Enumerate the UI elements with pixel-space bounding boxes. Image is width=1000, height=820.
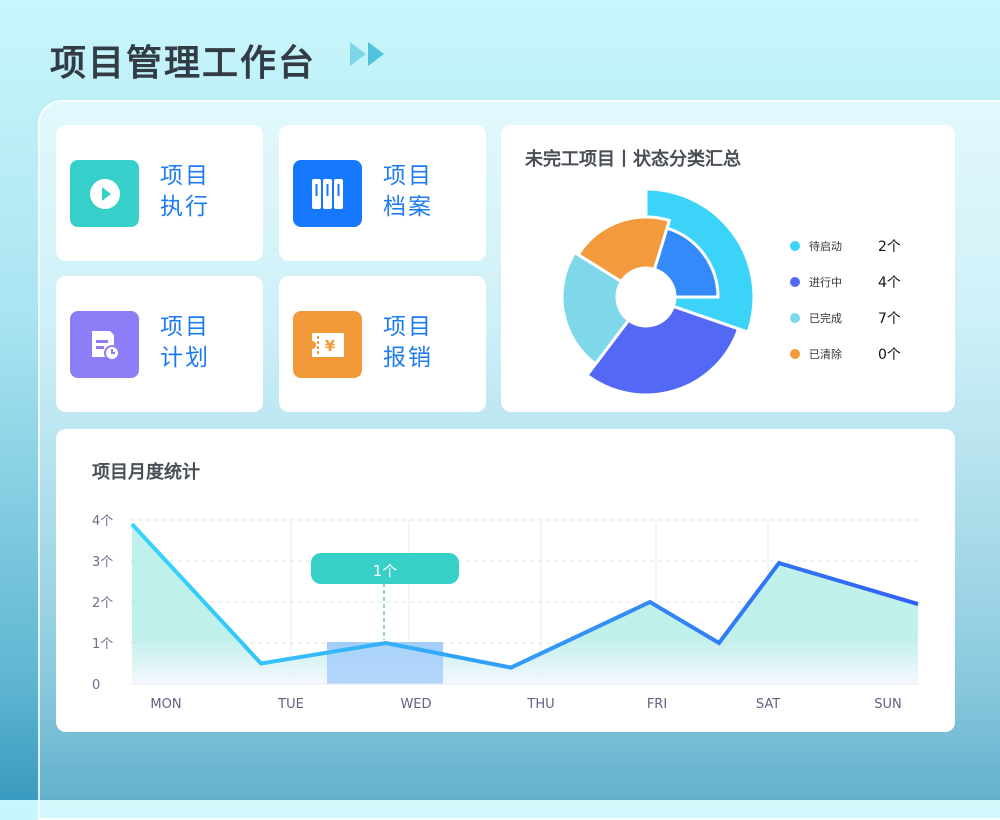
plan-document-icon — [70, 311, 139, 378]
legend-dot — [790, 241, 800, 251]
x-tick-label: SAT — [756, 697, 780, 712]
rose-pie-chart — [560, 187, 756, 397]
data-point[interactable] — [777, 561, 781, 565]
pie-slice[interactable] — [576, 215, 672, 284]
data-point[interactable] — [509, 666, 513, 670]
legend-item: 进行中 4个 — [790, 274, 910, 291]
x-tick-label: FRI — [647, 697, 667, 712]
y-tick-label: 3个 — [92, 555, 113, 570]
legend-dot — [790, 349, 800, 359]
pie-slice[interactable] — [652, 226, 720, 299]
y-tick-label: 1个 — [92, 637, 113, 652]
svg-text:¥: ¥ — [324, 337, 335, 355]
play-icon — [70, 160, 139, 227]
legend-dot — [790, 313, 800, 323]
y-tick-label: 4个 — [92, 514, 113, 529]
pie-slice[interactable] — [584, 304, 741, 397]
x-tick-label: SUN — [874, 697, 902, 712]
legend-dot — [790, 277, 800, 287]
legend-value: 0个 — [878, 347, 901, 363]
data-point[interactable] — [384, 641, 388, 645]
tile-project-plan[interactable]: 项目计划 — [56, 276, 263, 412]
area-fill — [132, 524, 918, 684]
data-point[interactable] — [130, 522, 134, 526]
archive-icon — [293, 160, 362, 227]
double-arrow-icon — [350, 42, 384, 66]
legend-item: 待启动 2个 — [790, 238, 910, 255]
x-tick-label: WED — [400, 697, 431, 712]
x-tick-label: THU — [526, 697, 554, 712]
tooltip-box — [311, 553, 459, 584]
tile-project-execution[interactable]: 项目执行 — [56, 125, 263, 261]
legend-label: 已清除 — [809, 348, 842, 361]
legend-value: 2个 — [878, 239, 901, 255]
legend-label: 进行中 — [809, 276, 842, 289]
legend-label: 已完成 — [809, 312, 842, 325]
tile-project-archive[interactable]: 项目档案 — [279, 125, 486, 261]
legend-item: 已完成 7个 — [790, 310, 910, 327]
series-line — [130, 522, 919, 670]
line-chart: 0 1个 2个 3个 4个 1个 MON TUE WED THU FRI SAT SUN — [92, 514, 920, 712]
pie-slice[interactable] — [560, 250, 631, 367]
chart-title: 项目月度统计 — [92, 462, 200, 483]
legend-value: 4个 — [878, 275, 901, 291]
tooltip-text: 1个 — [373, 562, 398, 580]
x-tick-label: TUE — [277, 697, 304, 712]
y-tick-label: 0 — [92, 678, 100, 693]
yen-ticket-icon: ¥ — [293, 311, 362, 378]
y-tick-label: 2个 — [92, 596, 113, 611]
tile-label: 项目计划 — [160, 314, 210, 371]
tile-label: 项目报销 — [383, 314, 433, 371]
legend-value: 7个 — [878, 311, 901, 327]
tile-label: 项目档案 — [383, 163, 433, 220]
data-point[interactable] — [648, 600, 652, 604]
status-summary-title: 未完工项目丨状态分类汇总 — [525, 149, 741, 170]
data-point[interactable] — [916, 602, 920, 606]
legend-item: 已清除 0个 — [790, 346, 910, 363]
tile-label: 项目执行 — [160, 163, 210, 220]
legend-label: 待启动 — [809, 240, 842, 253]
data-point[interactable] — [259, 662, 263, 666]
tile-project-reimbursement[interactable]: ¥ 项目报销 — [279, 276, 486, 412]
x-tick-label: MON — [150, 697, 181, 712]
data-point[interactable] — [717, 641, 721, 645]
page-title: 项目管理工作台 — [50, 43, 317, 84]
